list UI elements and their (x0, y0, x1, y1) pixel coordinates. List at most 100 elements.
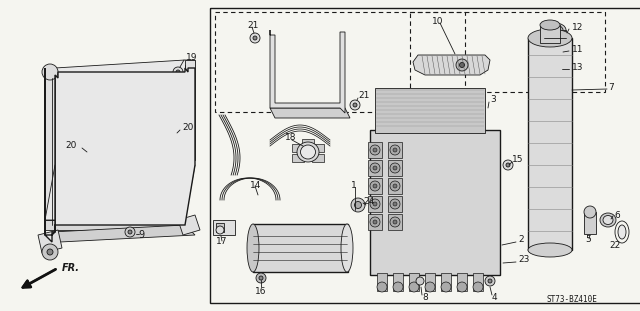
Circle shape (409, 282, 419, 292)
Circle shape (47, 249, 53, 255)
Circle shape (355, 202, 362, 208)
Bar (377, 273, 387, 291)
Circle shape (370, 199, 380, 209)
Text: 23: 23 (518, 256, 529, 264)
Text: 14: 14 (250, 180, 261, 189)
Bar (409, 273, 419, 291)
Ellipse shape (528, 243, 572, 257)
Circle shape (350, 100, 360, 110)
Ellipse shape (528, 29, 572, 47)
Bar (213, 220, 235, 235)
Text: 11: 11 (572, 45, 584, 54)
Bar (210, 8, 640, 303)
Polygon shape (302, 139, 314, 147)
Ellipse shape (301, 145, 316, 159)
Ellipse shape (603, 216, 613, 225)
Text: 15: 15 (512, 156, 524, 165)
Bar (368, 160, 382, 176)
Bar (368, 142, 382, 158)
Text: 2: 2 (518, 235, 524, 244)
Circle shape (456, 59, 468, 71)
Circle shape (393, 166, 397, 170)
Circle shape (416, 277, 424, 285)
Ellipse shape (600, 213, 616, 227)
Text: 24: 24 (363, 197, 374, 207)
Circle shape (390, 145, 400, 155)
Bar (388, 196, 402, 212)
Polygon shape (312, 154, 324, 162)
Text: 21: 21 (358, 91, 369, 100)
Circle shape (250, 33, 260, 43)
Circle shape (460, 63, 465, 67)
Ellipse shape (341, 224, 353, 272)
Polygon shape (312, 144, 324, 152)
Bar (425, 273, 435, 291)
Bar (441, 273, 451, 291)
Bar (457, 273, 467, 291)
Bar (388, 160, 402, 176)
Circle shape (83, 151, 97, 165)
Circle shape (173, 136, 177, 141)
Polygon shape (52, 225, 195, 242)
Circle shape (125, 227, 135, 237)
Circle shape (393, 148, 397, 152)
Circle shape (390, 199, 400, 209)
Polygon shape (413, 55, 490, 75)
Text: 7: 7 (608, 83, 614, 92)
Ellipse shape (247, 224, 259, 272)
Ellipse shape (545, 64, 563, 72)
Bar (375, 88, 485, 133)
Circle shape (503, 160, 513, 170)
Bar (368, 196, 382, 212)
Bar (216, 223, 224, 232)
Bar (368, 214, 382, 230)
Circle shape (259, 276, 263, 280)
Circle shape (393, 282, 403, 292)
Circle shape (169, 132, 181, 144)
Circle shape (370, 145, 380, 155)
Polygon shape (185, 60, 195, 160)
Text: 22: 22 (609, 240, 620, 249)
Polygon shape (270, 108, 350, 118)
Bar (388, 142, 402, 158)
Circle shape (393, 220, 397, 224)
Ellipse shape (548, 66, 560, 71)
Circle shape (42, 244, 58, 260)
Text: 12: 12 (572, 24, 584, 33)
Circle shape (351, 198, 365, 212)
Text: 18: 18 (285, 133, 296, 142)
Bar (368, 178, 382, 194)
Circle shape (173, 67, 183, 77)
Circle shape (353, 103, 357, 107)
Text: FR.: FR. (62, 263, 80, 273)
Bar (388, 178, 402, 194)
Polygon shape (45, 165, 195, 220)
Polygon shape (270, 30, 345, 113)
Bar (215, 12, 465, 112)
Circle shape (42, 64, 58, 80)
Text: 16: 16 (255, 287, 266, 296)
Bar (370, 130, 500, 275)
Bar (253, 224, 348, 272)
Circle shape (390, 217, 400, 227)
Circle shape (373, 184, 377, 188)
Circle shape (393, 202, 397, 206)
Circle shape (506, 163, 510, 167)
Text: 17: 17 (216, 238, 227, 247)
Circle shape (87, 155, 93, 161)
Circle shape (256, 273, 266, 283)
Circle shape (373, 148, 377, 152)
Text: 8: 8 (422, 293, 428, 301)
Circle shape (253, 36, 257, 40)
Circle shape (485, 276, 495, 286)
Circle shape (176, 70, 180, 74)
Circle shape (488, 279, 492, 283)
Circle shape (370, 163, 380, 173)
Polygon shape (45, 220, 185, 230)
Circle shape (584, 206, 596, 218)
Text: 20: 20 (182, 123, 193, 132)
Circle shape (393, 184, 397, 188)
Bar (540, 25, 560, 43)
Polygon shape (302, 149, 314, 157)
Bar (393, 273, 403, 291)
